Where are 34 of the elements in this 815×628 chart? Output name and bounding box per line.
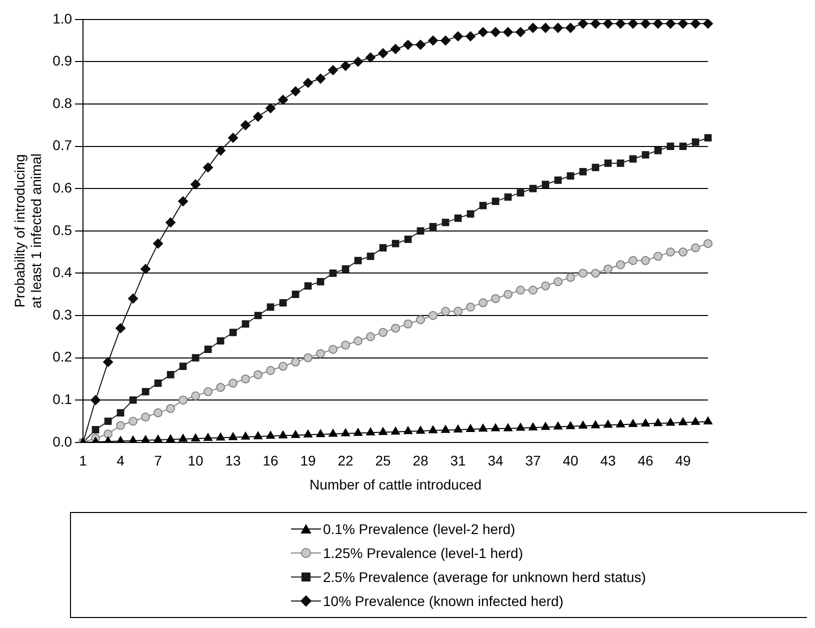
- x-tick-label: 7: [154, 452, 162, 469]
- x-tick-label: 34: [488, 452, 504, 469]
- x-tick-label: 40: [562, 452, 579, 469]
- x-tick-label: 19: [300, 452, 316, 469]
- y-tick-label: 0.2: [52, 348, 72, 365]
- y-tick-label: 0.8: [52, 94, 72, 111]
- y-tick-label: 0.1: [52, 390, 72, 407]
- x-tick-label: 4: [116, 452, 125, 469]
- x-tick-label: 13: [225, 452, 242, 469]
- y-tick-label: 0.3: [52, 306, 72, 322]
- x-tick-label: 25: [375, 452, 392, 469]
- y-tick-label: 0.5: [52, 222, 72, 238]
- x-axis-title: Number of cattle introduced: [310, 476, 482, 492]
- legend-label: 10% Prevalence (known infected herd): [323, 593, 564, 609]
- y-tick-label: 0.4: [52, 264, 72, 280]
- legend-label: 0.1% Prevalence (level-2 herd): [323, 521, 516, 537]
- x-tick-label: 1: [79, 452, 88, 469]
- x-tick-label: 22: [338, 452, 354, 469]
- legend-label: 1.25% Prevalence (level-1 herd): [323, 545, 523, 561]
- y-axis-title: Probability of introducing at least 1 infected animal: [11, 153, 44, 308]
- x-tick-label: 43: [600, 452, 616, 469]
- x-tick-label: 46: [638, 452, 654, 469]
- x-tick-label: 10: [188, 452, 204, 469]
- legend-label: 2.5% Prevalence (average for unknown herd status): [323, 569, 646, 585]
- y-tick-label: 1.0: [52, 10, 72, 26]
- x-tick-label: 16: [262, 452, 279, 469]
- y-tick-label: 0.0: [52, 433, 72, 450]
- x-tick-label: 28: [412, 452, 429, 469]
- y-tick-label: 0.9: [52, 52, 72, 69]
- x-tick-label: 49: [675, 452, 691, 469]
- x-tick-label: 37: [525, 452, 542, 469]
- y-tick-label: 0.7: [52, 137, 72, 154]
- y-tick-label: 0.6: [52, 179, 72, 196]
- x-tick-label: 31: [450, 452, 466, 469]
